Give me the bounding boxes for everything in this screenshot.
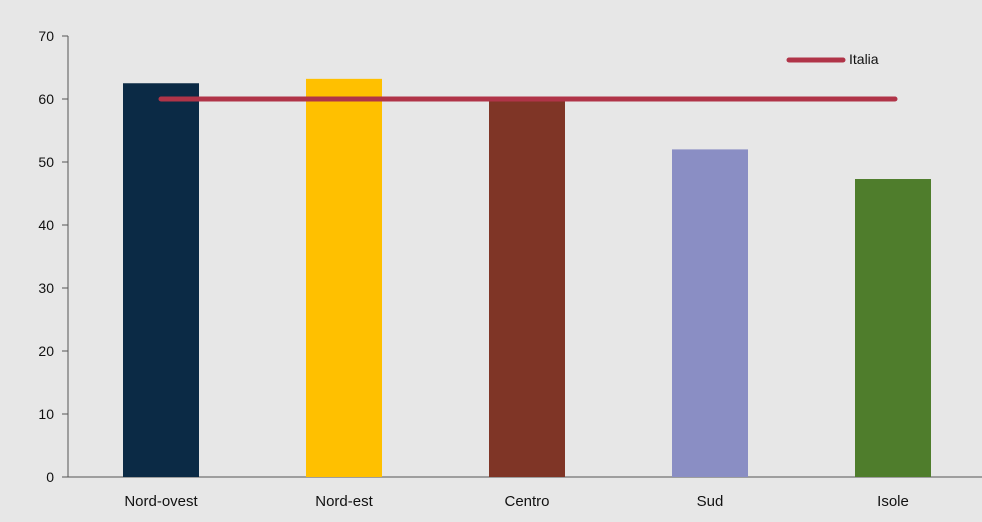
y-tick-label: 0 — [46, 469, 54, 485]
x-tick-label: Nord-est — [315, 493, 373, 510]
y-tick-label: 10 — [38, 406, 54, 422]
legend: Italia — [786, 51, 879, 67]
x-tick-label: Centro — [504, 493, 549, 510]
y-tick-label: 60 — [38, 91, 54, 107]
y-tick-label: 70 — [38, 28, 54, 44]
bar-isole — [855, 179, 931, 477]
y-axis: 0 10 20 30 40 50 60 70 — [38, 28, 69, 485]
bar-sud — [672, 149, 748, 477]
legend-label-italia: Italia — [849, 51, 879, 67]
y-tick-label: 50 — [38, 154, 54, 170]
x-tick-label: Nord-ovest — [124, 493, 198, 510]
x-tick-label: Isole — [877, 493, 909, 510]
bar-nord-ovest — [123, 83, 199, 477]
x-tick-label: Sud — [697, 493, 724, 510]
y-tick-label: 40 — [38, 217, 54, 233]
bar-nord-est — [306, 78, 382, 477]
y-tick-label: 30 — [38, 280, 54, 296]
y-tick-label: 20 — [38, 343, 54, 359]
bars — [123, 78, 931, 478]
bar-centro — [489, 97, 565, 478]
